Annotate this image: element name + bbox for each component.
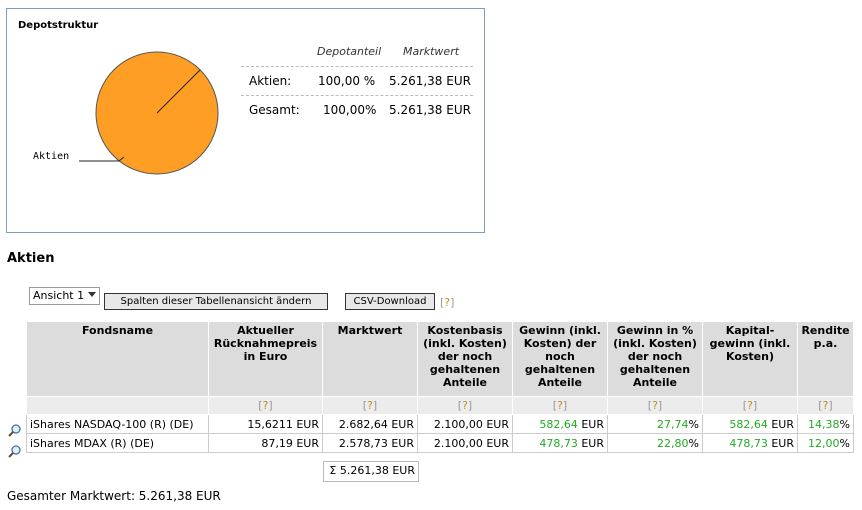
col-marktwert[interactable]: Marktwert (322, 321, 418, 397)
csv-download-button[interactable]: CSV-Download (345, 293, 435, 310)
summary-label: Gesamt: (249, 103, 300, 117)
fund-rendite: 14,38% (797, 414, 854, 434)
fund-gewinn-pct: 22,80% (607, 433, 703, 453)
depot-structure-panel: Depotstruktur Aktien Depotanteil Marktwe… (6, 8, 485, 233)
table-row: iShares NASDAQ-100 (R) (DE) 15,6211 EUR … (26, 414, 854, 434)
depot-title: Depotstruktur (18, 20, 99, 31)
table-row: iShares MDAX (R) (DE) 87,19 EUR 2.578,73… (26, 433, 854, 453)
help-link[interactable]: [?] (322, 396, 418, 415)
help-link[interactable]: [?] (797, 396, 854, 415)
view-select-value: Ansicht 1 (33, 289, 85, 302)
fund-kostenbasis: 2.100,00 EUR (417, 414, 513, 434)
view-select[interactable]: Ansicht 1 (29, 287, 100, 305)
fund-name[interactable]: iShares MDAX (R) (DE) (26, 433, 209, 453)
help-cell-empty (26, 396, 209, 415)
pie-label-aktien: Aktien (33, 151, 70, 162)
summary-share: 100,00% (323, 103, 377, 117)
col-kapitalgewinn[interactable]: Kapital-gewinn (inkl. Kosten) (702, 321, 798, 397)
summary-label: Aktien: (249, 74, 292, 88)
summary-value: 5.261,38 EUR (389, 74, 471, 88)
summary-header-value: Marktwert (403, 45, 460, 58)
chevron-down-icon (88, 292, 96, 297)
summary-row-aktien: Aktien: 100,00 % 5.261,38 EUR (241, 66, 473, 95)
fund-price: 15,6211 EUR (208, 414, 323, 434)
help-q: ? (444, 296, 451, 309)
zoom-icon[interactable] (8, 444, 22, 458)
help-link[interactable]: [?] (702, 396, 798, 415)
col-gewinn[interactable]: Gewinn (inkl. Kosten) der noch gehaltene… (512, 321, 608, 397)
total-market-value: Gesamter Marktwert: 5.261,38 EUR (7, 489, 221, 503)
help-link[interactable]: [?] (417, 396, 513, 415)
col-kostenbasis[interactable]: Kostenbasis (inkl. Kosten) der noch geha… (417, 321, 513, 397)
fund-kapitalgewinn: 478,73 EUR (702, 433, 798, 453)
zoom-icon[interactable] (8, 423, 22, 437)
fund-gewinn: 582,64 EUR (512, 414, 608, 434)
col-fondsname[interactable]: Fondsname (26, 321, 209, 397)
fund-kostenbasis: 2.100,00 EUR (417, 433, 513, 453)
col-rendite[interactable]: Rendite p.a. (797, 321, 854, 397)
fund-rendite: 12,00% (797, 433, 854, 453)
help-link[interactable]: [?] (512, 396, 608, 415)
pie-chart (79, 51, 219, 175)
fund-marktwert: 2.578,73 EUR (322, 433, 418, 453)
help-row: [?] [?] [?] [?] [?] [?] [?] (26, 396, 854, 415)
section-title-aktien: Aktien (7, 251, 55, 266)
table-header-row: Fondsname Aktueller Rücknahmepreis in Eu… (26, 321, 854, 397)
fund-marktwert: 2.682,64 EUR (322, 414, 418, 434)
fund-table: Fondsname Aktueller Rücknahmepreis in Eu… (26, 321, 854, 453)
fund-gewinn-pct: 27,74% (607, 414, 703, 434)
help-link[interactable]: [?] (208, 396, 323, 415)
summary-value: 5.261,38 EUR (389, 103, 471, 117)
fund-price: 87,19 EUR (208, 433, 323, 453)
summary-row-gesamt: Gesamt: 100,00% 5.261,38 EUR (241, 95, 473, 124)
summary-share: 100,00 % (318, 74, 376, 88)
fund-kapitalgewinn: 582,64 EUR (702, 414, 798, 434)
col-gewinn-pct[interactable]: Gewinn in % (inkl. Kosten) der noch geha… (607, 321, 703, 397)
col-preis[interactable]: Aktueller Rücknahmepreis in Euro (208, 321, 323, 397)
pie-radius-line (156, 69, 201, 114)
depot-summary: Depotanteil Marktwert Aktien: 100,00 % 5… (241, 45, 473, 124)
summary-header-share: Depotanteil (317, 45, 382, 58)
csv-help-link[interactable]: [?] (440, 296, 455, 309)
pie-label-leader-2 (118, 156, 125, 162)
change-columns-button[interactable]: Spalten dieser Tabellenansicht ändern (104, 293, 328, 310)
help-link[interactable]: [?] (607, 396, 703, 415)
fund-name[interactable]: iShares NASDAQ-100 (R) (DE) (26, 414, 209, 434)
marktwert-sum: Σ 5.261,38 EUR (323, 461, 419, 482)
fund-gewinn: 478,73 EUR (512, 433, 608, 453)
